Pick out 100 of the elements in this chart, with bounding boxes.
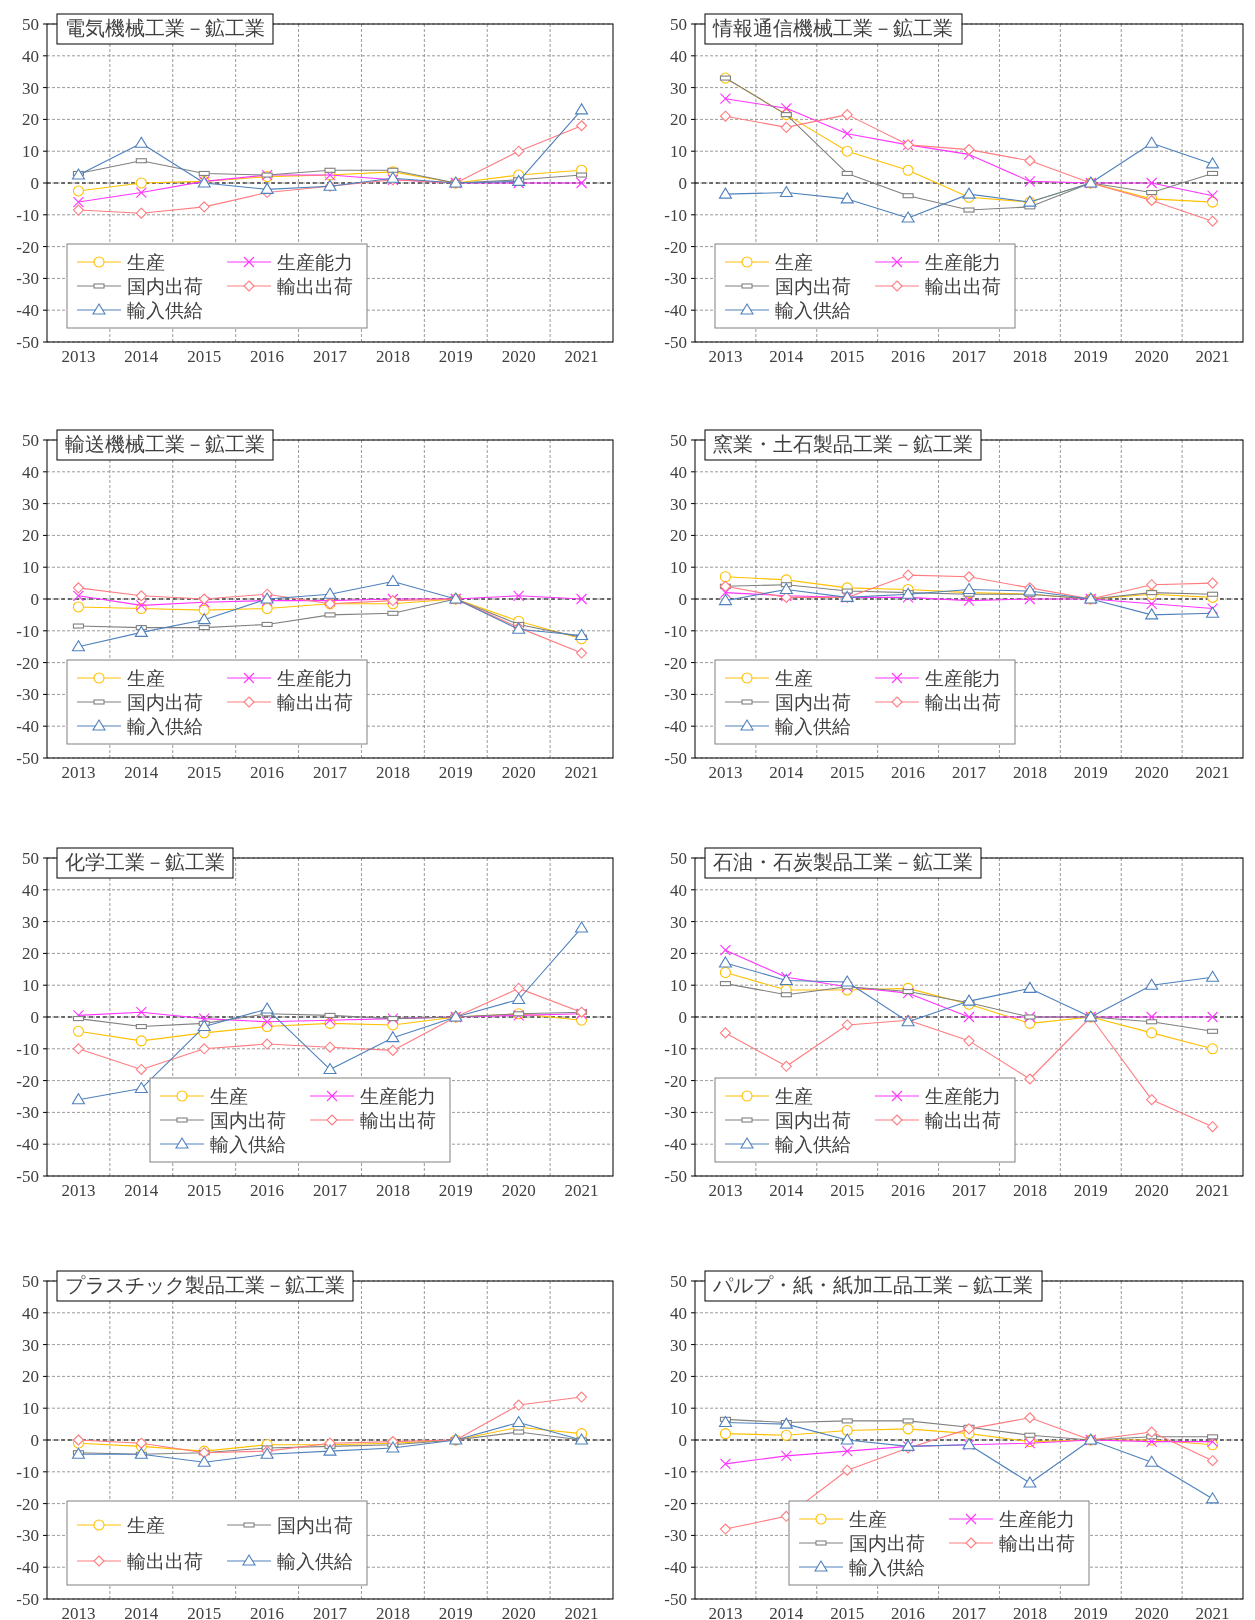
x-tick-label: 2013 bbox=[708, 1604, 743, 1620]
y-tick-label: 50 bbox=[670, 431, 687, 450]
y-tick-label: -40 bbox=[664, 717, 687, 737]
legend-label: 輸出出荷 bbox=[127, 1551, 203, 1572]
y-tick-label: 40 bbox=[22, 1303, 39, 1323]
legend-label: 生産 bbox=[127, 1515, 165, 1536]
legend-label: 輸出出荷 bbox=[925, 276, 1001, 297]
x-tick-label: 2020 bbox=[501, 1604, 536, 1620]
y-tick-label: 30 bbox=[670, 494, 687, 514]
legend-label: 輸入供給 bbox=[775, 300, 851, 321]
y-tick-label: 20 bbox=[670, 526, 687, 546]
x-tick-label: 2018 bbox=[375, 347, 410, 366]
x-tick-label: 2013 bbox=[708, 763, 743, 782]
y-tick-label: 0 bbox=[30, 1431, 39, 1450]
y-tick-label: 10 bbox=[670, 142, 687, 162]
y-tick-label: 10 bbox=[670, 976, 687, 996]
legend-label: 生産能力 bbox=[925, 1086, 1001, 1107]
y-tick-label: -30 bbox=[16, 269, 39, 289]
x-tick-label: 2015 bbox=[187, 1181, 222, 1200]
legend-label: 生産 bbox=[849, 1509, 887, 1530]
x-tick-label: 2013 bbox=[708, 347, 743, 366]
x-tick-label: 2013 bbox=[61, 1604, 96, 1620]
legend-label: 生産 bbox=[775, 668, 813, 689]
legend-label: 輸出出荷 bbox=[277, 276, 353, 297]
x-tick-label: 2021 bbox=[1195, 1181, 1230, 1200]
legend-label: 生産 bbox=[127, 668, 165, 689]
y-tick-label: -50 bbox=[664, 333, 687, 352]
x-tick-label: 2013 bbox=[708, 1181, 743, 1200]
y-tick-label: -30 bbox=[664, 1526, 687, 1546]
y-tick-label: -20 bbox=[664, 653, 687, 673]
y-tick-label: -40 bbox=[16, 1558, 39, 1578]
x-tick-label: 2019 bbox=[1073, 347, 1108, 366]
x-tick-label: 2015 bbox=[830, 347, 865, 366]
x-tick-label: 2021 bbox=[564, 763, 599, 782]
x-tick-label: 2014 bbox=[769, 763, 804, 782]
legend-label: 生産 bbox=[775, 1086, 813, 1107]
x-tick-label: 2018 bbox=[375, 1604, 410, 1620]
y-tick-label: -30 bbox=[664, 1103, 687, 1123]
y-tick-label: 20 bbox=[670, 944, 687, 964]
legend-label: 生産能力 bbox=[277, 668, 353, 689]
x-tick-label: 2014 bbox=[769, 347, 804, 366]
y-tick-label: 0 bbox=[678, 590, 687, 609]
x-tick-label: 2021 bbox=[1195, 347, 1230, 366]
y-tick-label: 40 bbox=[670, 1303, 687, 1323]
y-tick-label: 0 bbox=[30, 174, 39, 193]
y-tick-label: -20 bbox=[664, 1494, 687, 1514]
y-tick-label: -40 bbox=[16, 717, 39, 737]
y-tick-label: 30 bbox=[670, 78, 687, 98]
x-tick-label: 2019 bbox=[438, 347, 473, 366]
legend-label: 輸入供給 bbox=[849, 1557, 925, 1578]
y-tick-label: -10 bbox=[16, 1039, 39, 1059]
x-tick-label: 2018 bbox=[1012, 763, 1047, 782]
y-tick-label: 20 bbox=[22, 110, 39, 130]
legend-label: 国内出荷 bbox=[775, 1110, 851, 1131]
y-tick-label: 20 bbox=[670, 1367, 687, 1387]
x-tick-label: 2020 bbox=[1134, 763, 1169, 782]
x-tick-label: 2016 bbox=[250, 1181, 285, 1200]
x-tick-label: 2021 bbox=[564, 1181, 599, 1200]
legend-label: 輸出出荷 bbox=[925, 692, 1001, 713]
y-tick-label: -10 bbox=[664, 1039, 687, 1059]
y-tick-label: -10 bbox=[664, 205, 687, 225]
x-tick-label: 2019 bbox=[438, 1604, 473, 1620]
x-tick-label: 2014 bbox=[124, 347, 159, 366]
x-tick-label: 2018 bbox=[1012, 1604, 1047, 1620]
y-tick-label: 40 bbox=[670, 46, 687, 66]
y-tick-label: 50 bbox=[22, 431, 39, 450]
x-tick-label: 2019 bbox=[1073, 763, 1108, 782]
y-tick-label: 0 bbox=[30, 590, 39, 609]
x-tick-label: 2014 bbox=[124, 763, 159, 782]
x-tick-label: 2018 bbox=[375, 1181, 410, 1200]
x-tick-label: 2013 bbox=[61, 347, 96, 366]
y-tick-label: 0 bbox=[678, 1431, 687, 1450]
y-tick-label: 30 bbox=[670, 1335, 687, 1355]
y-tick-label: -10 bbox=[16, 1462, 39, 1482]
y-tick-label: 50 bbox=[22, 849, 39, 868]
legend-label: 輸入供給 bbox=[775, 1134, 851, 1155]
x-tick-label: 2016 bbox=[891, 763, 926, 782]
x-tick-label: 2013 bbox=[61, 763, 96, 782]
y-tick-label: 20 bbox=[22, 944, 39, 964]
legend-label: 輸出出荷 bbox=[925, 1110, 1001, 1131]
chart-title: プラスチック製品工業－鉱工業 bbox=[65, 1274, 345, 1296]
x-tick-label: 2015 bbox=[830, 1604, 865, 1620]
x-tick-label: 2019 bbox=[438, 763, 473, 782]
chart-title: 輸送機械工業－鉱工業 bbox=[65, 433, 265, 455]
x-tick-label: 2015 bbox=[187, 1604, 222, 1620]
y-tick-label: 0 bbox=[30, 1008, 39, 1027]
legend-label: 国内出荷 bbox=[127, 276, 203, 297]
y-tick-label: -30 bbox=[664, 269, 687, 289]
chart-title: 窯業・土石製品工業－鉱工業 bbox=[713, 433, 973, 455]
x-tick-label: 2013 bbox=[61, 1181, 96, 1200]
y-tick-label: -10 bbox=[664, 621, 687, 641]
x-tick-label: 2014 bbox=[124, 1181, 159, 1200]
y-tick-label: -10 bbox=[664, 1462, 687, 1482]
legend-label: 生産 bbox=[775, 252, 813, 273]
y-tick-label: 30 bbox=[22, 78, 39, 98]
legend-label: 生産 bbox=[127, 252, 165, 273]
x-tick-label: 2020 bbox=[1134, 1181, 1169, 1200]
x-tick-label: 2020 bbox=[1134, 1604, 1169, 1620]
x-tick-label: 2017 bbox=[313, 347, 348, 366]
x-tick-label: 2017 bbox=[952, 1604, 987, 1620]
